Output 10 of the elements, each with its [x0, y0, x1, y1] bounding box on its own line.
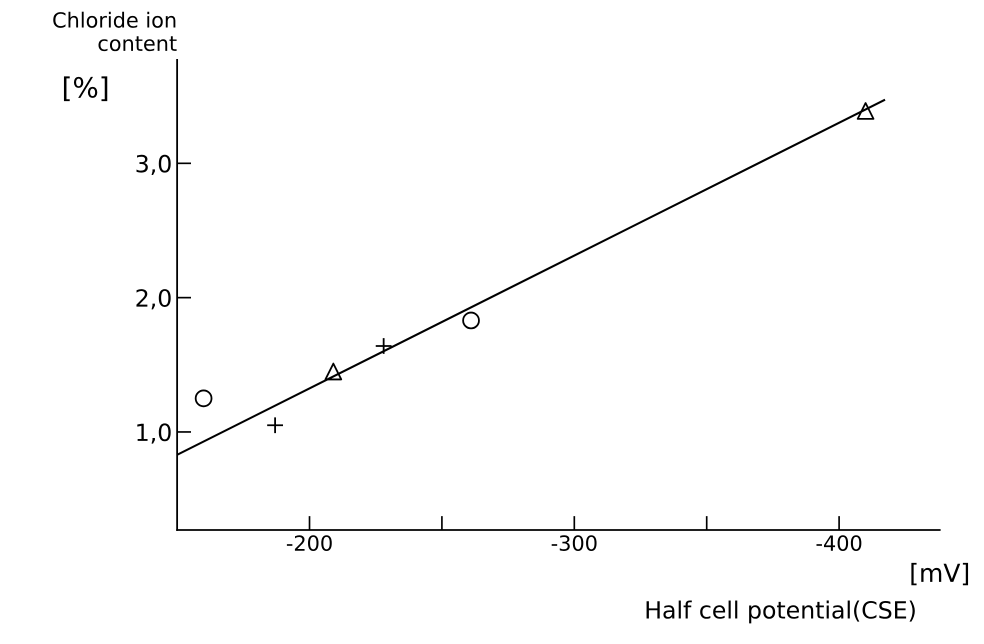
- x-tick-label: -300: [552, 535, 597, 551]
- y-axis-title: Chloride ion content: [53, 12, 177, 52]
- text: [%]: [64, 76, 108, 102]
- text: [mV]: [911, 562, 968, 586]
- x-tick-label: -400: [816, 535, 862, 551]
- x-axis-title: Half cell potential(CSE): [646, 600, 915, 624]
- y-tick-label: 3,0: [136, 154, 171, 176]
- y-tick-label: 1,0: [137, 423, 171, 444]
- x-tick-label: -200: [286, 535, 332, 551]
- y-tick-label: 2,0: [136, 289, 171, 310]
